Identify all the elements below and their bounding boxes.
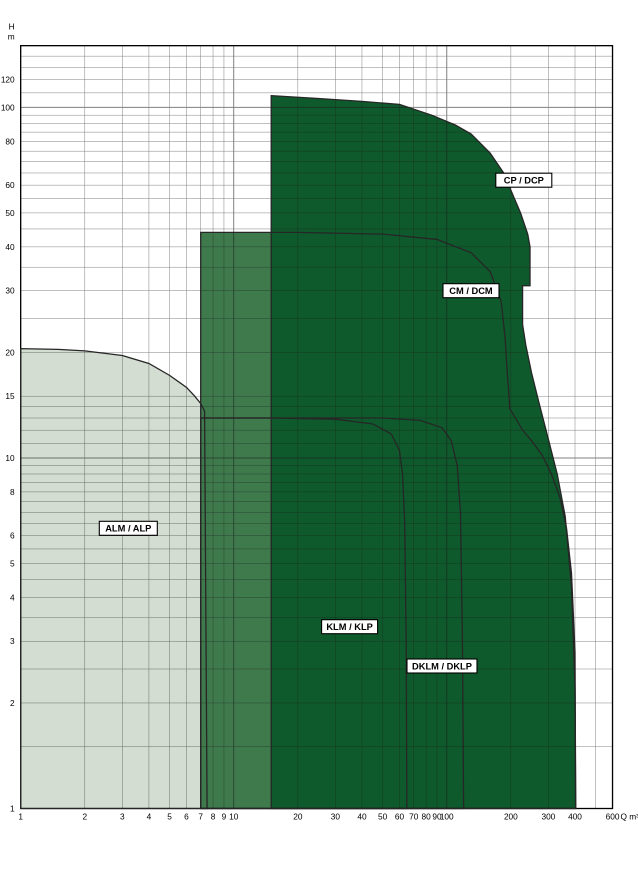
svg-text:7: 7 (198, 812, 203, 822)
svg-text:5: 5 (167, 812, 172, 822)
svg-text:1: 1 (18, 812, 23, 822)
svg-text:60: 60 (395, 812, 405, 822)
svg-text:80: 80 (421, 812, 431, 822)
svg-text:30: 30 (331, 812, 341, 822)
svg-text:H: H (9, 22, 15, 32)
svg-text:100: 100 (440, 812, 454, 822)
svg-text:80: 80 (5, 136, 15, 146)
svg-text:3: 3 (10, 636, 15, 646)
svg-text:20: 20 (5, 347, 15, 357)
svg-text:600: 600 (606, 812, 620, 822)
svg-text:40: 40 (357, 812, 367, 822)
svg-text:300: 300 (541, 812, 555, 822)
svg-text:6: 6 (10, 531, 15, 541)
svg-text:50: 50 (5, 208, 15, 218)
svg-text:4: 4 (147, 812, 152, 822)
svg-text:CP / DCP: CP / DCP (504, 176, 544, 186)
svg-text:40: 40 (5, 242, 15, 252)
svg-text:30: 30 (5, 286, 15, 296)
svg-text:400: 400 (568, 812, 582, 822)
svg-text:1: 1 (10, 804, 15, 814)
svg-text:Q m³/h: Q m³/h (621, 812, 638, 822)
svg-text:50: 50 (378, 812, 388, 822)
svg-text:10: 10 (5, 453, 15, 463)
svg-text:60: 60 (5, 180, 15, 190)
svg-text:4: 4 (10, 592, 15, 602)
svg-text:70: 70 (409, 812, 419, 822)
svg-text:ALM / ALP: ALM / ALP (105, 524, 151, 534)
svg-text:9: 9 (222, 812, 227, 822)
svg-text:2: 2 (82, 812, 87, 822)
svg-text:KLM / KLP: KLM / KLP (326, 622, 372, 632)
svg-text:m: m (8, 32, 15, 42)
svg-text:20: 20 (293, 812, 303, 822)
svg-text:DKLM / DKLP: DKLM / DKLP (412, 661, 472, 671)
svg-text:10: 10 (229, 812, 239, 822)
svg-text:3: 3 (120, 812, 125, 822)
svg-text:15: 15 (5, 391, 15, 401)
svg-text:8: 8 (10, 487, 15, 497)
svg-text:200: 200 (504, 812, 518, 822)
svg-text:CM / DCM: CM / DCM (449, 286, 493, 296)
svg-text:5: 5 (10, 558, 15, 568)
svg-text:100: 100 (1, 102, 15, 112)
svg-text:2: 2 (10, 698, 15, 708)
svg-text:6: 6 (184, 812, 189, 822)
svg-text:120: 120 (1, 75, 15, 85)
svg-text:8: 8 (211, 812, 216, 822)
